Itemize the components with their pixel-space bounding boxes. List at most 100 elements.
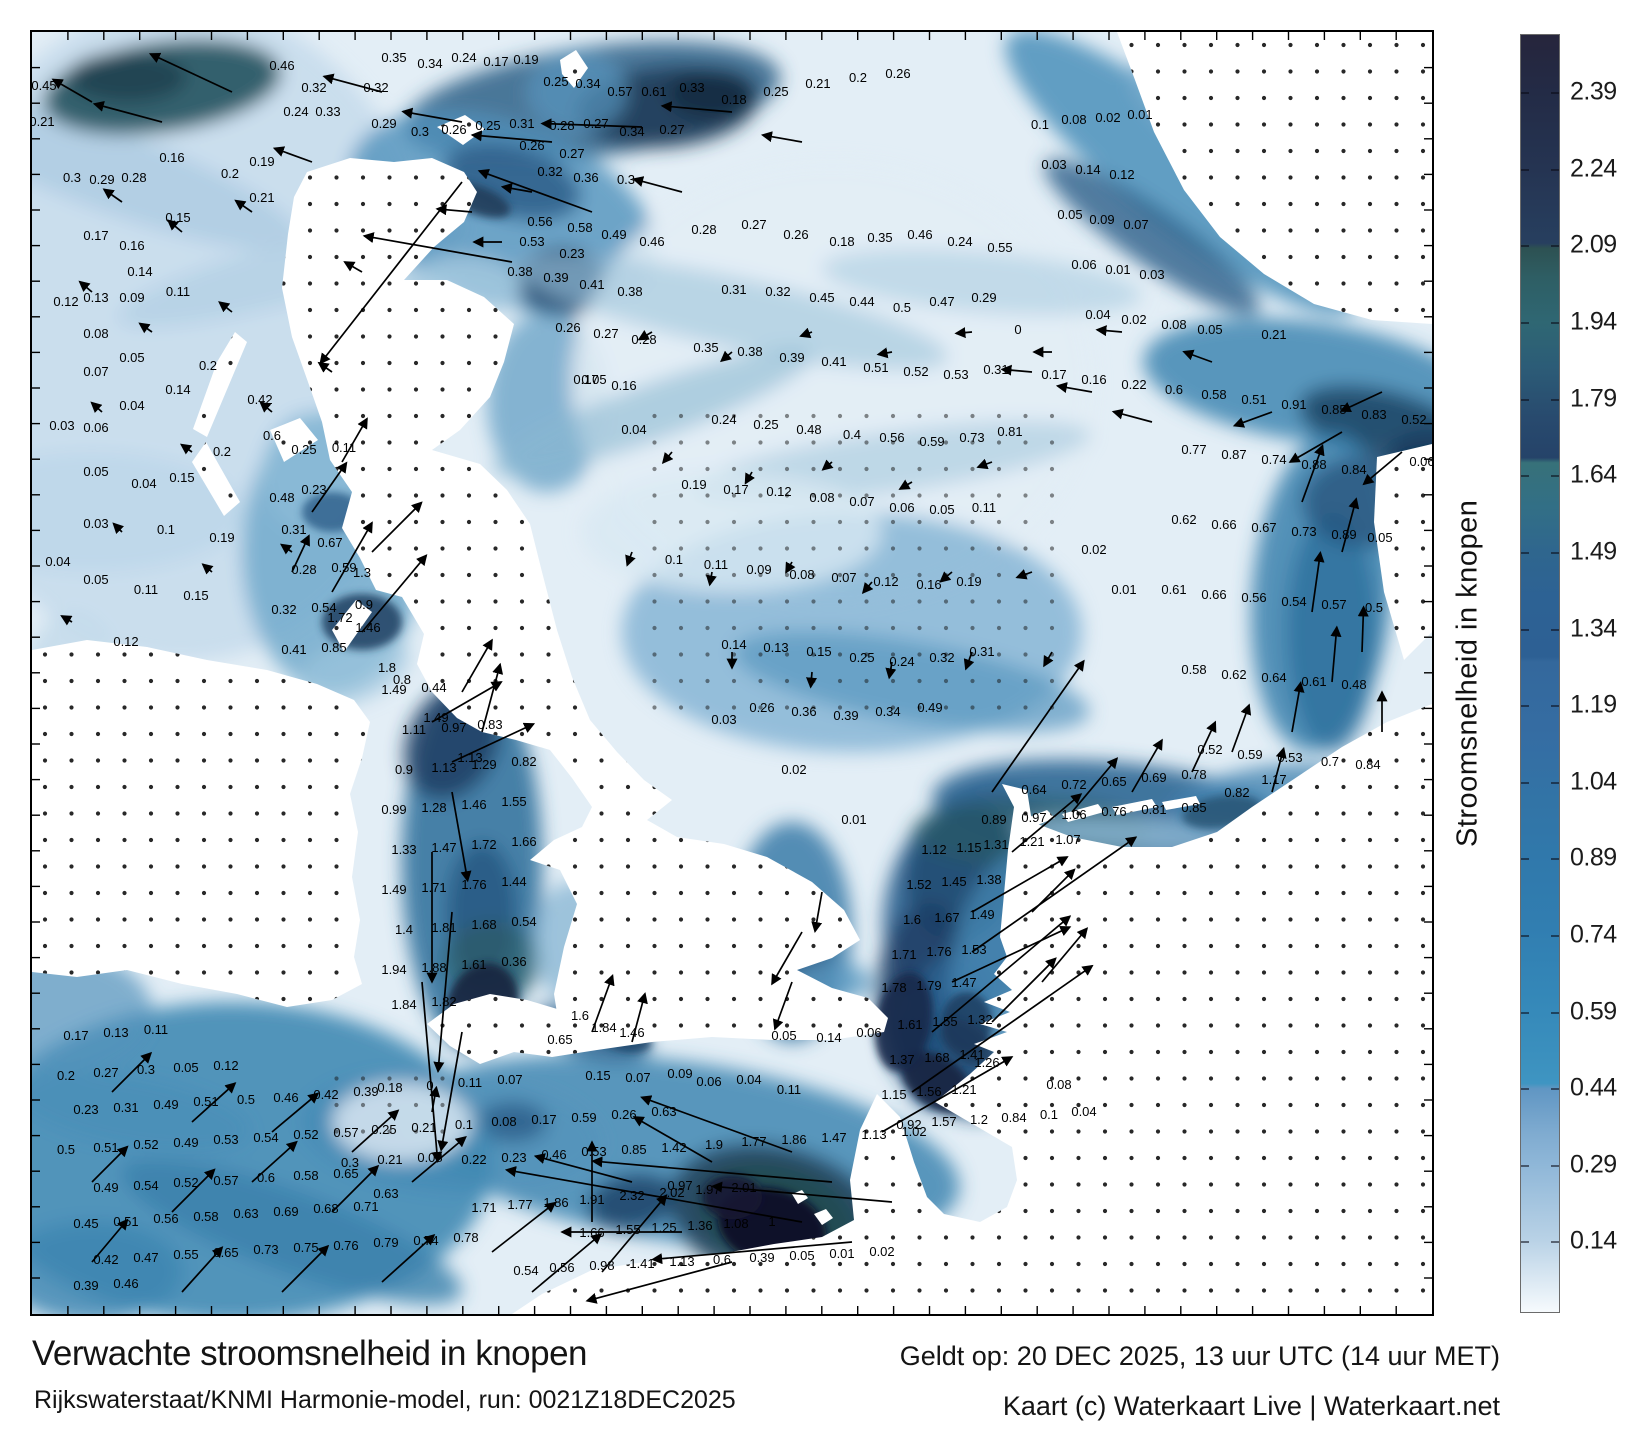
speed-value-label: 0.4: [843, 427, 861, 442]
speed-value-label: 0.32: [929, 650, 954, 665]
current-direction-arrow: [201, 563, 214, 575]
speed-value-label: 0.11: [704, 557, 728, 572]
speed-value-label: 0.49: [93, 1180, 118, 1195]
current-direction-arrow: [991, 659, 1085, 793]
speed-value-label: 1.31: [983, 837, 1008, 852]
current-direction-arrow: [531, 1233, 603, 1293]
current-direction-arrow: [540, 118, 643, 130]
speed-value-label: 0.38: [617, 284, 642, 299]
speed-value-label: 0.24: [283, 104, 308, 119]
colorbar-tick-label: 0.59: [1570, 997, 1617, 1026]
speed-value-label: 1.13: [457, 750, 482, 765]
speed-value-label: 0.31: [281, 522, 306, 537]
speed-value-label: 0.11: [134, 582, 158, 597]
speed-value-label: 1.41: [629, 1256, 654, 1271]
speed-value-label: 0.88: [1301, 457, 1326, 472]
speed-value-label: 0.76: [1101, 804, 1126, 819]
speed-value-label: 0.36: [501, 954, 526, 969]
current-direction-arrow: [234, 199, 253, 213]
colorbar-tick-mark: [1521, 1011, 1529, 1014]
speed-value-label: 0.31: [983, 362, 1008, 377]
current-direction-arrow: [279, 543, 293, 555]
speed-value-label: 1.77: [507, 1197, 532, 1212]
current-direction-arrow: [431, 681, 503, 723]
current-direction-arrow: [218, 301, 233, 313]
speed-value-label: 0.58: [567, 220, 592, 235]
speed-value-label: 0.51: [863, 360, 888, 375]
current-direction-arrow: [898, 479, 913, 490]
speed-value-label: 0.07: [625, 1070, 650, 1085]
speed-value-label: 1.21: [951, 1082, 976, 1097]
speed-value-label: 0.69: [273, 1204, 298, 1219]
speed-value-label: 0.48: [796, 422, 821, 437]
current-direction-arrow: [138, 322, 153, 334]
current-direction-arrow: [806, 671, 818, 689]
current-direction-arrow: [1031, 868, 1076, 913]
speed-value-label: 0.75: [293, 1240, 318, 1255]
current-direction-arrow: [437, 1031, 463, 1152]
speed-value-label: 0.62: [1171, 512, 1196, 527]
speed-value-label: 1.46: [619, 1025, 644, 1040]
current-direction-arrow: [1341, 497, 1360, 553]
speed-value-label: 0.08: [491, 1114, 516, 1129]
current-direction-arrow: [1231, 703, 1252, 753]
speed-value-label: 0.54: [311, 600, 336, 615]
current-direction-arrow: [971, 836, 1138, 953]
speed-value-label: 0.46: [273, 1090, 298, 1105]
speed-value-label: 0.61: [1301, 674, 1326, 689]
speed-value-label: 0.14: [721, 637, 746, 652]
speed-value-label: 0.19: [681, 477, 706, 492]
speed-value-label: 0.21: [32, 114, 55, 129]
sea-dot-grid-approaches: [332, 1062, 462, 1142]
speed-value-label: 0.48: [1341, 677, 1366, 692]
speed-value-label: 0.04: [621, 422, 646, 437]
speed-value-label: 0.8: [393, 672, 411, 687]
speed-value-label: 0.39: [73, 1278, 98, 1293]
speed-value-label: 0.24: [889, 654, 914, 669]
speed-value-label: 1.28: [421, 800, 446, 815]
current-direction-arrow: [481, 662, 504, 733]
speed-value-label: 0.02: [869, 1244, 894, 1259]
speed-value-label: 1.13: [669, 1254, 694, 1269]
speed-value-label: 0.11: [458, 1075, 482, 1090]
current-direction-arrow: [91, 1218, 129, 1263]
speed-value-label: 0.28: [121, 170, 146, 185]
speed-value-label: 0.83: [477, 717, 502, 732]
speed-value-label: 1.91: [579, 1192, 604, 1207]
speed-value-label: 0.83: [1361, 407, 1386, 422]
speed-value-label: 1: [768, 1214, 775, 1229]
speed-value-label: 1.13: [861, 1127, 886, 1142]
speed-value-label: 0.41: [281, 642, 306, 657]
speed-value-label: 0.04: [1071, 1104, 1096, 1119]
speed-value-label: 0.05: [1197, 322, 1222, 337]
speed-value-label: 0.97: [441, 720, 466, 735]
speed-value-label: 2.01: [731, 1180, 756, 1195]
speed-value-label: 0.63: [651, 1104, 676, 1119]
speed-value-label: 1.97: [695, 1182, 720, 1197]
current-direction-arrow: [1041, 927, 1089, 983]
colorbar-tick-mark: [1551, 245, 1559, 248]
speed-value-label: 0.15: [169, 470, 194, 485]
speed-value-label: 0.26: [611, 1107, 636, 1122]
speed-value-label: 0.19: [956, 574, 981, 589]
speed-value-label: 0.04: [119, 398, 144, 413]
speed-value-label: 1.81: [431, 920, 456, 935]
current-direction-arrow: [331, 521, 373, 593]
colorbar-tick-label: 2.09: [1570, 230, 1617, 259]
speed-value-label: 1.82: [431, 994, 456, 1009]
current-direction-arrow: [785, 561, 796, 574]
speed-value-label: 0.45: [809, 290, 834, 305]
current-direction-arrow: [477, 168, 593, 213]
speed-value-label: 0.62: [1221, 667, 1246, 682]
speed-value-label: 0.59: [331, 560, 356, 575]
speed-value-label: 0.08: [789, 567, 814, 582]
current-speed-map[interactable]: 0.450.210.3 0.29 0.280.160.170.160.150.140…: [32, 32, 1432, 1314]
speed-value-label: 0.46: [113, 1276, 138, 1291]
speed-value-label: 0.52: [1197, 742, 1222, 757]
speed-value-label: 0.34: [575, 76, 600, 91]
speed-value-label: 0.44: [421, 680, 446, 695]
speed-value-label: 1.84: [591, 1020, 616, 1035]
speed-value-label: 0.15: [585, 1068, 610, 1083]
speed-value-label: 0.9: [395, 762, 413, 777]
current-direction-arrow: [343, 261, 363, 273]
